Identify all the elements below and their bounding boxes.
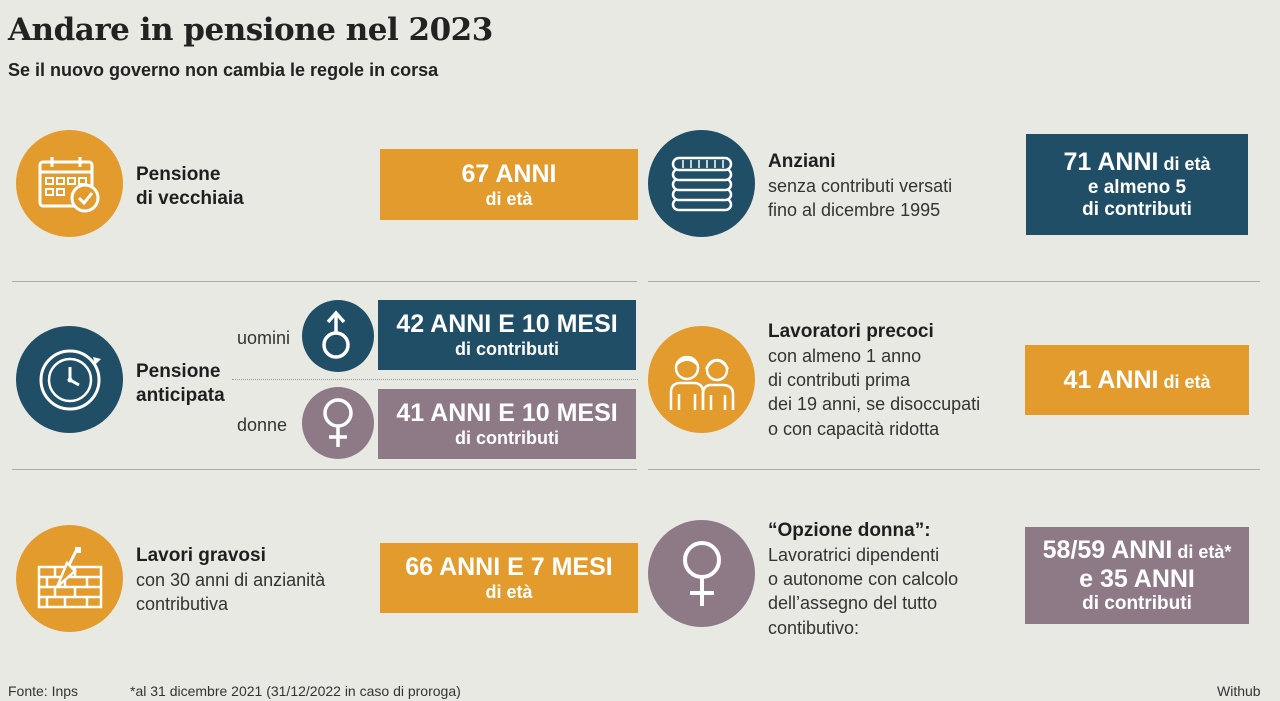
divider: [648, 281, 1260, 282]
page-subtitle: Se il nuovo governo non cambia le regole…: [8, 60, 439, 80]
page-title: Andare in pensione nel 2023: [8, 12, 493, 48]
clock-icon: [16, 326, 123, 433]
precoci-label: Lavoratori precoci con almeno 1 anno di …: [768, 321, 981, 439]
anziani-value-box: 71 ANNI di età e almeno 5 di contributi: [1026, 134, 1248, 235]
vecchiaia-value-box: 67 ANNI di età: [380, 149, 638, 220]
uomini-value-box: 42 ANNI E 10 MESI di contributi: [378, 300, 636, 370]
source-note: Fonte: Inps: [8, 683, 79, 699]
calendar-check-icon: [16, 130, 123, 237]
anticipata-label: Pensione anticipata: [136, 361, 225, 406]
gravosi-value-box: 66 ANNI E 7 MESI di età: [380, 543, 638, 613]
opzione-donna-label: “Opzione donna”: Lavoratrici dipendenti …: [768, 520, 959, 638]
brick-wall-icon: [16, 525, 123, 632]
divider: [12, 281, 637, 282]
donne-label: donne: [237, 415, 288, 435]
footnote: *al 31 dicembre 2021 (31/12/2022 in caso…: [130, 683, 461, 699]
female-symbol-icon: [302, 387, 374, 459]
divider: [12, 469, 637, 470]
male-symbol-icon: [302, 300, 374, 372]
uomini-label: uomini: [237, 328, 291, 348]
divider: [648, 469, 1260, 470]
dotted-divider: [232, 379, 638, 380]
donne-value-box: 41 ANNI E 10 MESI di contributi: [378, 389, 636, 459]
coins-stack-icon: [648, 130, 755, 237]
gravosi-label: Lavori gravosi con 30 anni di anzianità …: [136, 545, 326, 615]
vecchiaia-label: Pensione di vecchiaia: [136, 164, 244, 209]
opzione-donna-value-box: 58/59 ANNI di età* e 35 ANNI di contribu…: [1025, 527, 1249, 624]
credit: Withub: [1217, 683, 1261, 699]
anziani-label: Anziani senza contributi versati fino al…: [768, 151, 953, 221]
female-symbol-icon: [648, 520, 755, 627]
precoci-value-box: 41 ANNI di età: [1025, 345, 1249, 415]
young-workers-icon: [648, 326, 755, 433]
